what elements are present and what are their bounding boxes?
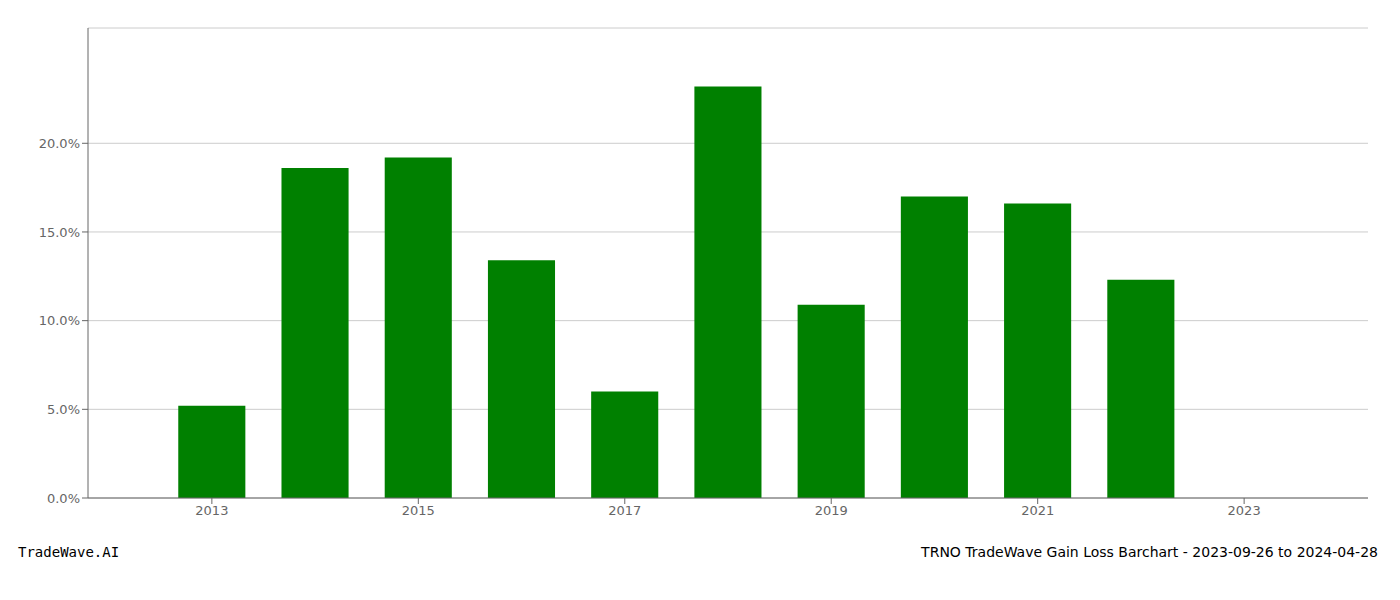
svg-text:2021: 2021 — [1021, 503, 1054, 518]
svg-text:2013: 2013 — [195, 503, 228, 518]
svg-text:2015: 2015 — [402, 503, 435, 518]
svg-text:0.0%: 0.0% — [47, 491, 80, 506]
svg-text:15.0%: 15.0% — [39, 225, 80, 240]
svg-text:2019: 2019 — [815, 503, 848, 518]
svg-text:10.0%: 10.0% — [39, 313, 80, 328]
svg-text:2017: 2017 — [608, 503, 641, 518]
svg-text:2023: 2023 — [1228, 503, 1261, 518]
svg-text:20.0%: 20.0% — [39, 136, 80, 151]
svg-text:5.0%: 5.0% — [47, 402, 80, 417]
html-text:TRNO TradeWave Gain Loss Barch: TRNO TradeWave Gain Loss Barchart - 2023… — [921, 544, 1378, 560]
html-text:TradeWave.AI: TradeWave.AI — [18, 544, 120, 560]
